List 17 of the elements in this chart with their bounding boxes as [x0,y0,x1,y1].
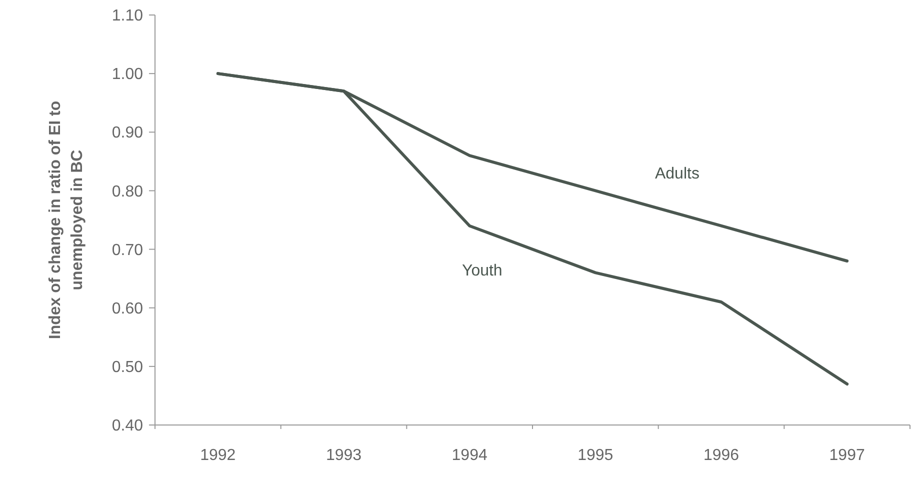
y-tick-label: 0.90 [112,124,144,142]
y-tick-label: 0.60 [112,300,144,318]
x-tick-label: 1994 [452,447,488,464]
y-tick-label: 1.10 [112,8,144,25]
y-tick-label: 0.80 [112,183,144,200]
series-label: Adults [654,166,700,183]
y-axis-title: Index of change in ratio of EI to unemployed in BC [47,100,86,340]
y-tick-label: 0.50 [112,359,144,376]
x-tick-label: 1997 [829,447,865,464]
y-tick-label: 0.40 [112,418,144,435]
x-tick-label: 1995 [578,447,614,464]
x-tick-label: 1993 [326,447,362,464]
y-tick-label: 0.70 [112,242,144,259]
x-tick-label: 1992 [200,447,236,464]
series-label: Youth [462,262,502,280]
x-tick-label: 1996 [703,447,740,464]
y-tick-label: 1.00 [112,66,144,84]
